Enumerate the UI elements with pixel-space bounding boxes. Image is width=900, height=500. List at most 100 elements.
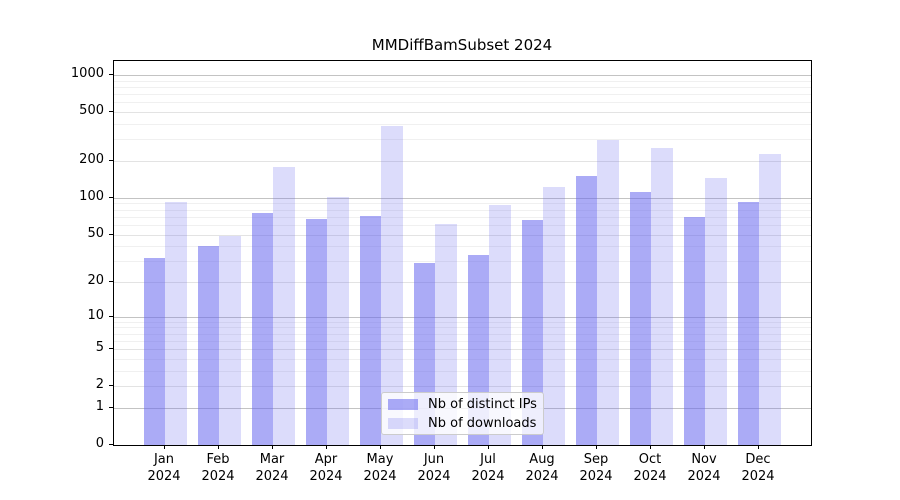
gridline	[114, 161, 811, 162]
bar-distinct-ips-jan	[143, 257, 165, 445]
gridline-minor	[114, 340, 811, 342]
x-tick-mark	[542, 445, 543, 449]
x-tick-label-jun: Jun 2024	[417, 452, 451, 484]
x-tick-mark	[704, 445, 705, 449]
bar-downloads-apr	[327, 197, 349, 445]
legend-swatch-downloads	[388, 417, 418, 429]
legend: Nb of distinct IPs Nb of downloads	[381, 392, 544, 435]
bar-downloads-jul	[489, 204, 511, 445]
x-tick-label-dec: Dec 2024	[741, 452, 775, 484]
legend-label-distinct-ips: Nb of distinct IPs	[428, 396, 537, 412]
x-tick-mark	[164, 445, 165, 449]
y-tick-mark	[109, 315, 113, 317]
y-tick-label: 2	[95, 377, 104, 393]
y-tick-mark	[109, 348, 113, 350]
x-tick-label-aug: Aug 2024	[525, 452, 559, 484]
chart-title: MMDiffBamSubset 2024	[371, 36, 553, 54]
x-tick-label-feb: Feb 2024	[201, 452, 235, 484]
bar-downloads-mar	[273, 167, 295, 445]
gridline-minor	[114, 261, 811, 263]
bar-distinct-ips-dec	[737, 202, 759, 445]
gridline-minor	[114, 333, 811, 335]
y-tick-label: 5	[95, 340, 104, 356]
x-tick-mark	[272, 445, 273, 449]
gridline	[114, 282, 811, 283]
x-tick-mark	[596, 445, 597, 449]
gridline	[114, 234, 811, 236]
y-tick-mark	[109, 111, 113, 113]
plot-area: Nb of distinct IPs Nb of downloads	[113, 60, 812, 446]
bar-distinct-ips-may	[359, 216, 381, 445]
y-tick-label: 0	[95, 436, 104, 451]
y-tick-mark	[109, 196, 113, 198]
legend-swatch-distinct-ips	[388, 398, 418, 410]
bar-distinct-ips-nov	[683, 216, 705, 445]
legend-item-downloads: Nb of downloads	[388, 415, 543, 431]
y-tick-label: 1000	[70, 66, 104, 81]
gridline-minor	[114, 224, 811, 226]
bar-downloads-nov	[705, 177, 727, 445]
y-tick-label: 200	[79, 152, 104, 167]
x-tick-mark	[758, 445, 759, 449]
gridline-minor	[114, 87, 811, 88]
x-tick-mark	[650, 445, 651, 449]
gridline	[114, 316, 811, 318]
gridline-minor	[114, 102, 811, 104]
legend-label-downloads: Nb of downloads	[428, 415, 537, 431]
y-tick-label: 50	[87, 225, 104, 241]
y-tick-label: 500	[79, 103, 104, 119]
gridline-minor	[114, 321, 811, 323]
gridline	[114, 112, 811, 114]
gridline-minor	[114, 246, 811, 248]
gridline-minor	[114, 139, 811, 141]
y-tick-mark	[109, 281, 113, 282]
bar-downloads-oct	[651, 148, 673, 445]
y-tick-label: 20	[87, 273, 104, 288]
x-tick-label-jul: Jul 2024	[471, 452, 505, 484]
y-tick-mark	[109, 160, 113, 161]
gridline-minor	[114, 216, 811, 218]
y-tick-mark	[109, 406, 113, 408]
y-tick-mark	[109, 74, 113, 75]
gridline	[114, 197, 811, 199]
gridline-minor	[114, 94, 811, 96]
gridline	[114, 75, 811, 76]
x-tick-mark	[326, 445, 327, 449]
y-tick-mark	[109, 233, 113, 235]
y-tick-label: 10	[87, 307, 104, 323]
bar-downloads-feb	[219, 235, 241, 445]
y-tick-mark	[109, 444, 113, 445]
gridline	[114, 386, 811, 388]
y-tick-label: 100	[79, 188, 104, 204]
gridline-minor	[114, 203, 811, 205]
x-tick-mark	[434, 445, 435, 449]
bar-distinct-ips-mar	[251, 213, 273, 445]
bar-downloads-jan	[165, 202, 187, 445]
gridline-minor	[114, 327, 811, 329]
bar-distinct-ips-oct	[629, 192, 651, 445]
gridline-minor	[114, 80, 811, 82]
bar-distinct-ips-feb	[197, 246, 219, 445]
bar-distinct-ips-sep	[575, 176, 597, 445]
x-tick-label-mar: Mar 2024	[255, 452, 289, 484]
x-tick-label-sep: Sep 2024	[579, 452, 613, 484]
x-tick-label-apr: Apr 2024	[309, 452, 343, 484]
gridline-minor	[114, 124, 811, 125]
legend-item-distinct-ips: Nb of distinct IPs	[388, 396, 543, 412]
x-tick-label-nov: Nov 2024	[687, 452, 721, 484]
x-tick-label-jan: Jan 2024	[147, 452, 181, 484]
gridline-minor	[114, 358, 811, 360]
bar-distinct-ips-aug	[521, 219, 543, 445]
x-tick-label-may: May 2024	[363, 452, 397, 484]
gridline-minor	[114, 370, 811, 372]
gridline	[114, 349, 811, 351]
gridline-minor	[114, 209, 811, 211]
x-tick-mark	[380, 445, 381, 449]
bar-downloads-aug	[543, 186, 565, 445]
bar-distinct-ips-apr	[305, 219, 327, 445]
y-tick-mark	[109, 385, 113, 387]
bar-downloads-dec	[759, 154, 781, 445]
bar-downloads-may	[381, 126, 403, 445]
x-tick-mark	[488, 445, 489, 449]
